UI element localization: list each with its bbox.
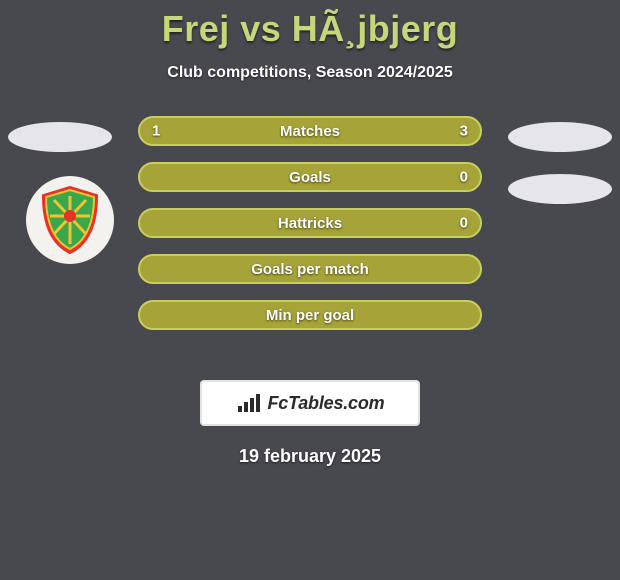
stat-bar-min-per-goal: Min per goal: [138, 300, 482, 330]
bar-chart-icon: [236, 392, 262, 414]
shield-icon: [38, 186, 102, 254]
team-left-marker: [8, 122, 112, 152]
stat-bars: 1 Matches 3 Goals 0 Hattricks 0 Goals pe…: [138, 116, 482, 346]
stat-bar-goals: Goals 0: [138, 162, 482, 192]
stat-label: Min per goal: [266, 307, 354, 324]
footer-date: 19 february 2025: [0, 446, 620, 467]
stat-right-value: 0: [460, 215, 468, 232]
comparison-stage: 1 Matches 3 Goals 0 Hattricks 0 Goals pe…: [0, 116, 620, 376]
team-right-marker-2: [508, 174, 612, 204]
stat-label: Goals: [289, 169, 331, 186]
brand-text: FcTables.com: [268, 393, 385, 414]
stat-right-value: 0: [460, 169, 468, 186]
stat-label: Matches: [280, 123, 340, 140]
stat-label: Hattricks: [278, 215, 342, 232]
stat-bar-goals-per-match: Goals per match: [138, 254, 482, 284]
stat-left-value: 1: [152, 123, 160, 140]
page-title: Frej vs HÃ¸jbjerg: [0, 0, 620, 50]
stat-label: Goals per match: [251, 261, 369, 278]
team-right-marker-1: [508, 122, 612, 152]
stat-bar-matches: 1 Matches 3: [138, 116, 482, 146]
stat-bar-hattricks: Hattricks 0: [138, 208, 482, 238]
brand-box: FcTables.com: [200, 380, 420, 426]
subtitle: Club competitions, Season 2024/2025: [0, 64, 620, 82]
team-left-badge: [26, 176, 114, 264]
stat-right-value: 3: [460, 123, 468, 140]
